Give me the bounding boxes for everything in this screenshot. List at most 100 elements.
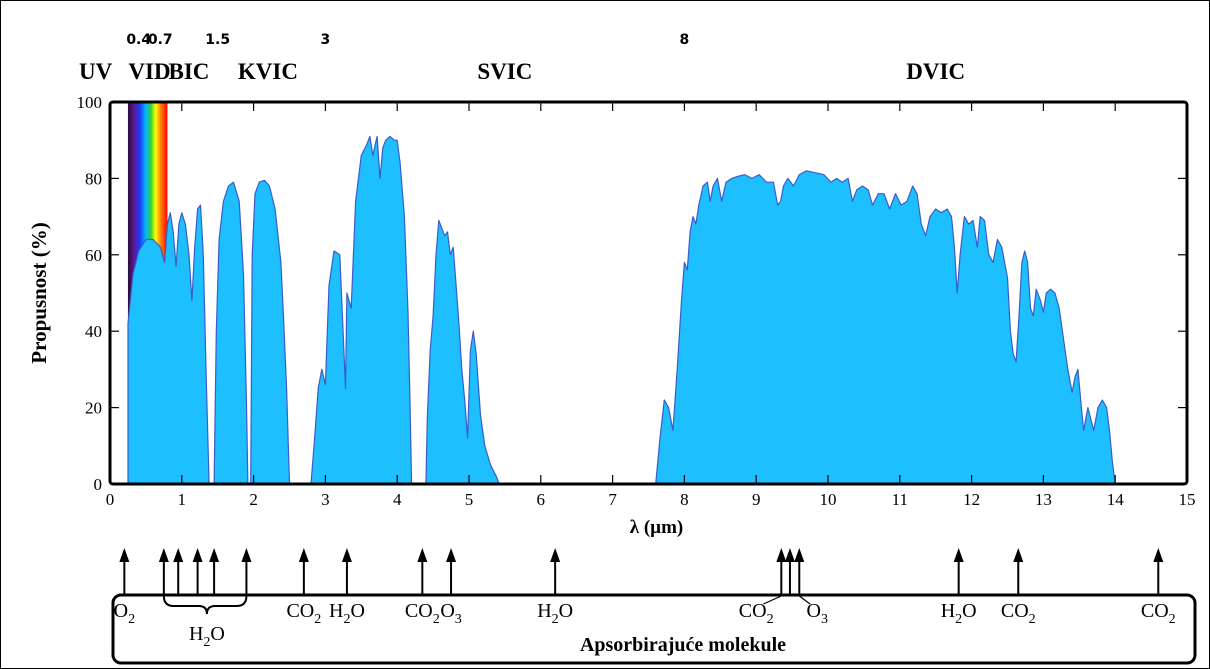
molecule-label: H2O bbox=[189, 623, 225, 650]
molecule-label: CO2 bbox=[1001, 600, 1036, 627]
x-tick-label: 15 bbox=[1179, 490, 1196, 509]
molecules-panel-title: Apsorbirajuće molekule bbox=[580, 634, 786, 656]
x-tick-label: 1 bbox=[178, 490, 187, 509]
transmittance-area bbox=[127, 135, 1116, 484]
absorption-arrow-head bbox=[209, 548, 220, 562]
y-axis-label: Propusnost (%) bbox=[27, 222, 51, 363]
co2-connector bbox=[763, 595, 782, 605]
absorption-arrow-head bbox=[550, 548, 561, 562]
y-tick-label: 20 bbox=[85, 399, 102, 418]
x-tick-label: 13 bbox=[1035, 490, 1052, 509]
molecule-base: CO bbox=[405, 600, 433, 622]
absorption-arrow-head bbox=[1153, 548, 1164, 562]
region-name: UV bbox=[79, 59, 113, 84]
absorption-arrow-head bbox=[417, 548, 428, 562]
molecule-label: CO2 bbox=[739, 600, 774, 627]
x-tick-label: 8 bbox=[680, 490, 689, 509]
molecule-base: H bbox=[189, 623, 203, 645]
absorption-arrow-head bbox=[446, 548, 457, 562]
molecule-label: CO2 bbox=[286, 600, 321, 627]
molecule-tail: O bbox=[962, 600, 976, 622]
x-tick-label: 9 bbox=[752, 490, 761, 509]
molecule-subscript: 2 bbox=[314, 612, 321, 627]
region-boundary-label: 0.7 bbox=[148, 32, 173, 48]
absorption-arrow-head bbox=[241, 548, 252, 562]
absorption-arrow-head bbox=[192, 548, 203, 562]
region-name: VID bbox=[128, 59, 170, 84]
molecule-label: H2O bbox=[329, 600, 365, 627]
o3-connector bbox=[798, 595, 811, 605]
molecule-tail: O bbox=[210, 623, 224, 645]
molecule-subscript: 2 bbox=[343, 612, 350, 627]
x-tick-label: 0 bbox=[106, 490, 115, 509]
molecule-tail: O bbox=[350, 600, 364, 622]
x-tick-label: 6 bbox=[537, 490, 546, 509]
region-name: DVIC bbox=[906, 59, 965, 84]
x-tick-label: 14 bbox=[1107, 490, 1125, 509]
molecule-base: CO bbox=[739, 600, 767, 622]
h2o-brace bbox=[162, 595, 248, 615]
y-tick-label: 40 bbox=[85, 322, 102, 341]
absorption-arrow-head bbox=[173, 548, 184, 562]
x-tick-label: 4 bbox=[393, 490, 402, 509]
y-tick-label: 0 bbox=[94, 475, 103, 494]
molecule-label: O3 bbox=[440, 600, 461, 627]
x-tick-label: 5 bbox=[465, 490, 474, 509]
x-tick-label: 10 bbox=[820, 490, 837, 509]
molecule-subscript: 2 bbox=[128, 612, 135, 627]
absorption-arrow-head bbox=[953, 548, 964, 562]
plot-frame bbox=[108, 100, 1189, 486]
molecule-label: H2O bbox=[941, 600, 977, 627]
molecule-base: O bbox=[807, 600, 821, 622]
x-tick-label: 12 bbox=[963, 490, 980, 509]
molecule-subscript: 2 bbox=[1029, 612, 1036, 627]
absorption-arrow-head bbox=[341, 548, 352, 562]
molecule-base: H bbox=[329, 600, 343, 622]
molecule-label: H2O bbox=[537, 600, 573, 627]
y-tick-label: 100 bbox=[77, 93, 103, 112]
molecule-base: CO bbox=[286, 600, 314, 622]
region-name: BIC bbox=[169, 59, 210, 84]
absorption-arrow-head bbox=[158, 548, 169, 562]
molecule-subscript: 2 bbox=[955, 612, 962, 627]
molecule-base: O bbox=[114, 600, 128, 622]
molecule-base: O bbox=[440, 600, 454, 622]
absorption-arrow-head bbox=[298, 548, 309, 562]
molecule-subscript: 3 bbox=[821, 612, 828, 627]
molecule-subscript: 3 bbox=[455, 612, 462, 627]
molecule-label: O2 bbox=[114, 600, 135, 627]
region-boundary-label: 1.5 bbox=[205, 32, 230, 48]
absorption-arrow-head bbox=[776, 548, 787, 562]
y-tick-label: 60 bbox=[85, 246, 102, 265]
absorption-arrow-head bbox=[784, 548, 795, 562]
molecule-subscript: 2 bbox=[552, 612, 559, 627]
x-tick-label: 2 bbox=[249, 490, 258, 509]
molecule-base: H bbox=[941, 600, 955, 622]
region-boundary-label: 3 bbox=[321, 32, 331, 48]
absorption-arrow-head bbox=[794, 548, 805, 562]
molecule-subscript: 2 bbox=[433, 612, 440, 627]
absorption-arrow-head bbox=[119, 548, 130, 562]
molecule-label: CO2 bbox=[1141, 600, 1176, 627]
molecule-tail: O bbox=[559, 600, 573, 622]
region-name: SVIC bbox=[477, 59, 532, 84]
molecule-subscript: 2 bbox=[767, 612, 774, 627]
molecule-base: CO bbox=[1001, 600, 1029, 622]
molecule-base: H bbox=[537, 600, 551, 622]
region-boundary-label: 8 bbox=[680, 32, 690, 48]
x-tick-label: 11 bbox=[892, 490, 908, 509]
x-tick-label: 3 bbox=[321, 490, 330, 509]
x-axis-label: λ (µm) bbox=[630, 517, 684, 538]
molecule-label: CO2 bbox=[405, 600, 440, 627]
molecule-subscript: 2 bbox=[1169, 612, 1176, 627]
series-group bbox=[127, 135, 1116, 484]
molecule-subscript: 2 bbox=[203, 635, 210, 650]
molecule-base: CO bbox=[1141, 600, 1169, 622]
molecules-panel-frame bbox=[111, 593, 1197, 665]
absorption-arrow-head bbox=[1013, 548, 1024, 562]
region-name: KVIC bbox=[238, 59, 298, 84]
y-tick-label: 80 bbox=[85, 169, 102, 188]
molecule-label: O3 bbox=[807, 600, 828, 627]
